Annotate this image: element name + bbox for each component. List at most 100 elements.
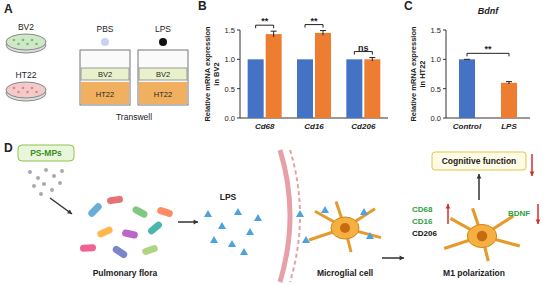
layer-label: HT22 (154, 90, 172, 99)
category-label: Cd68 (255, 122, 275, 131)
dish-label: HT22 (16, 70, 37, 80)
cell-dot (17, 91, 20, 94)
error-cap (320, 30, 326, 31)
source-label: PS-MPs (30, 148, 62, 158)
figure: ABV2HT22BV2HT22PBSBV2HT22LPSTranswellBRe… (0, 0, 546, 284)
tick-label: 1.5 (225, 26, 235, 35)
bar (364, 59, 380, 118)
cell-dot (35, 43, 38, 46)
y-tick (443, 30, 446, 31)
treatment-dot (159, 38, 167, 46)
bacterium (87, 202, 103, 218)
lps-particle (204, 210, 212, 217)
particle (32, 184, 36, 188)
axis-label: Relative mRNA expression (409, 26, 418, 122)
insert-layer (139, 68, 187, 80)
tick-label: 0.5 (225, 85, 235, 94)
cell-dot (13, 87, 16, 90)
particle (52, 174, 56, 178)
error-bar (323, 31, 324, 36)
y-tick (443, 118, 446, 119)
bacterium (131, 205, 148, 219)
panel-letter: D (4, 141, 13, 155)
layer-label: BV2 (98, 70, 112, 79)
bacterium (156, 206, 173, 218)
treatment-dot (101, 38, 109, 46)
tick-label: 1.0 (431, 55, 441, 64)
plot-area (459, 59, 517, 118)
cell-dot (22, 87, 25, 90)
toxin-label: LPS (220, 192, 237, 202)
nucleus (340, 223, 350, 233)
lps-particle (321, 206, 329, 213)
source-box (18, 145, 74, 161)
m1-microglia (467, 224, 496, 247)
cell-label: Microglial cell (317, 268, 373, 278)
error-cap (271, 31, 277, 32)
layer-label: BV2 (156, 70, 170, 79)
lps-particle (296, 210, 304, 217)
cell-dot (35, 91, 38, 94)
particle (58, 181, 62, 185)
category-label: LPS (501, 122, 517, 131)
bar (315, 33, 331, 118)
x-axis (446, 118, 530, 119)
microglia (331, 217, 359, 239)
panel-letter: C (404, 0, 413, 13)
y-tick (237, 88, 240, 89)
bacterium (141, 244, 158, 256)
cell-dot (31, 87, 34, 90)
bacterium (121, 229, 138, 239)
lps-particle (234, 208, 242, 215)
bar (459, 59, 475, 118)
y-tick (443, 59, 446, 60)
tick-label: 1.5 (431, 26, 441, 35)
y-tick (237, 30, 240, 31)
category-label: Control (453, 122, 482, 131)
down-arrow-head (536, 220, 541, 224)
y-axis (446, 30, 447, 118)
well (80, 50, 130, 105)
marker-label: CD16 (412, 217, 433, 226)
particle (36, 176, 40, 180)
marker-label: CD206 (412, 229, 437, 238)
bar (346, 59, 362, 118)
bar (248, 59, 264, 118)
nucleus (477, 231, 488, 242)
arrow (50, 198, 72, 214)
outcome-label: M1 polarization (443, 268, 505, 278)
bar (266, 34, 282, 118)
tick-label: 1.0 (225, 55, 235, 64)
lps-particle (246, 228, 254, 235)
significance: ns (358, 43, 369, 53)
bacterium (107, 195, 124, 204)
particle (42, 182, 46, 186)
cell-dot (13, 39, 16, 42)
y-tick (443, 88, 446, 89)
arrow-head (194, 220, 198, 225)
error-cap (464, 59, 470, 60)
layer-label: HT22 (96, 90, 114, 99)
dish (6, 34, 46, 50)
axis-label: Relative mRNA expression (203, 26, 212, 122)
arrow-head (67, 209, 72, 214)
y-tick (237, 118, 240, 119)
bar (501, 83, 517, 118)
panel-letter: B (198, 0, 207, 13)
dish (6, 82, 46, 98)
error-cap (506, 81, 512, 82)
tick-label: 0.0 (431, 114, 441, 123)
flora-label: Pulmonary flora (93, 268, 158, 278)
y-tick (237, 59, 240, 60)
bacterium (80, 244, 96, 252)
effect-label: Cognitive function (442, 156, 517, 166)
plot-area (248, 33, 381, 118)
caption: Transwell (116, 112, 152, 122)
bacterium (96, 226, 113, 239)
axis-label: in BV2 (212, 62, 221, 85)
lps-particle (218, 222, 226, 229)
lps-particle (302, 236, 310, 243)
cell-dot (17, 43, 20, 46)
effect-box (432, 152, 526, 170)
y-axis (240, 30, 241, 118)
